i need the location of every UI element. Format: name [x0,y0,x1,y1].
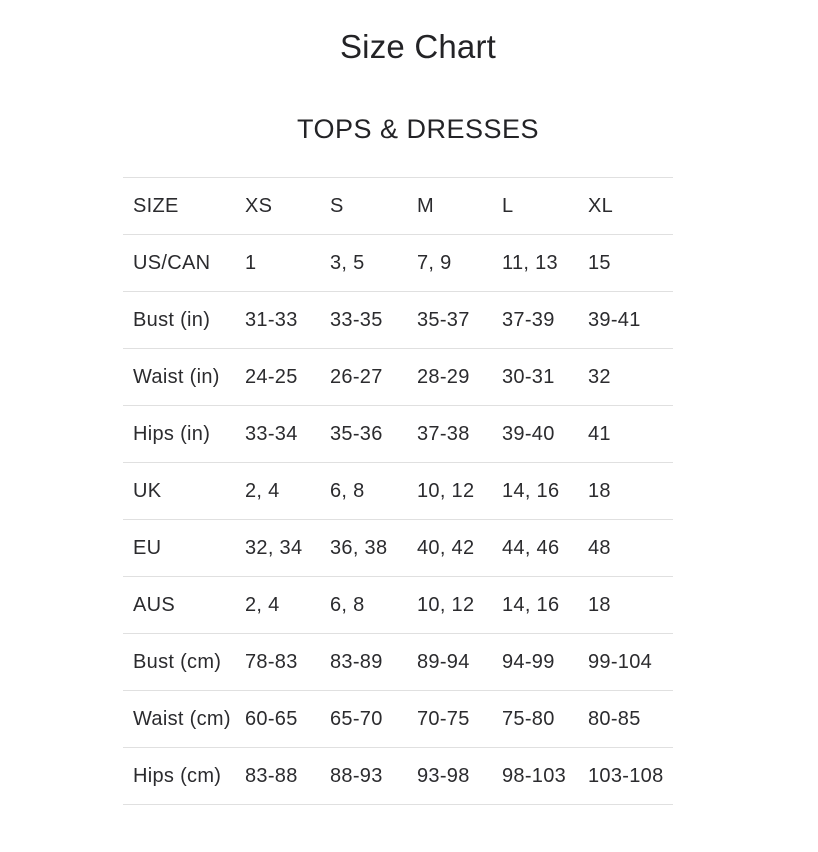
size-value-cell: 6, 8 [330,479,365,502]
table-row: Waist (cm) 60-65 65-70 70-75 75-80 80-85 [123,691,673,748]
size-value-cell: 6, 8 [330,593,365,616]
size-value-cell: 89-94 [417,650,470,673]
size-value-cell: 88-93 [330,764,383,787]
size-value-cell: 1 [245,251,257,274]
size-value-cell: 36, 38 [330,536,388,559]
size-value-cell: 18 [588,593,611,616]
size-chart-page: Size Chart TOPS & DRESSES SIZE XS S M L … [123,26,713,805]
size-value-cell: 39-40 [502,422,555,445]
size-value-cell: 2, 4 [245,593,280,616]
row-label: EU [133,536,162,559]
size-value-cell: 18 [588,479,611,502]
table-row: Waist (in) 24-25 26-27 28-29 30-31 32 [123,349,673,406]
row-label: Hips (in) [133,422,211,445]
size-value-cell: 40, 42 [417,536,475,559]
row-label: AUS [133,593,176,616]
column-header-l: L [502,194,514,217]
size-chart-table: SIZE XS S M L XL US/CAN 1 3, 5 7, 9 11, 13 15… [123,177,673,805]
row-label: Waist (cm) [133,707,231,730]
page-title: Size Chart [339,28,497,65]
size-value-cell: 60-65 [245,707,298,730]
size-value-cell: 11, 13 [502,251,558,274]
row-label: Bust (cm) [133,650,222,673]
size-value-cell: 35-37 [417,308,470,331]
size-value-cell: 31-33 [245,308,298,331]
size-value-cell: 70-75 [417,707,470,730]
table-row: US/CAN 1 3, 5 7, 9 11, 13 15 [123,235,673,292]
size-value-cell: 83-89 [330,650,383,673]
row-label: Bust (in) [133,308,211,331]
size-value-cell: 93-98 [417,764,470,787]
size-value-cell: 44, 46 [502,536,560,559]
size-value-cell: 28-29 [417,365,470,388]
size-value-cell: 78-83 [245,650,298,673]
size-value-cell: 98-103 [502,764,567,787]
row-label: UK [133,479,162,502]
table-row: Bust (cm) 78-83 83-89 89-94 94-99 99-104 [123,634,673,691]
table-row: UK 2, 4 6, 8 10, 12 14, 16 18 [123,463,673,520]
size-value-cell: 14, 16 [502,479,560,502]
size-value-cell: 83-88 [245,764,298,787]
column-header-xs: XS [245,194,273,217]
size-value-cell: 26-27 [330,365,383,388]
size-value-cell: 33-34 [245,422,298,445]
size-value-cell: 32 [588,365,611,388]
row-label: Waist (in) [133,365,220,388]
size-value-cell: 33-35 [330,308,383,331]
size-value-cell: 24-25 [245,365,298,388]
column-header-m: M [417,194,434,217]
table-row: Hips (cm) 83-88 88-93 93-98 98-103 103-108 [123,748,673,805]
size-value-cell: 65-70 [330,707,383,730]
column-header-s: S [330,194,344,217]
section-title: TOPS & DRESSES [296,114,540,144]
table-row: Hips (in) 33-34 35-36 37-38 39-40 41 [123,406,673,463]
table-row: EU 32, 34 36, 38 40, 42 44, 46 48 [123,520,673,577]
size-value-cell: 48 [588,536,611,559]
size-value-cell: 3, 5 [330,251,365,274]
size-value-cell: 32, 34 [245,536,303,559]
size-value-cell: 30-31 [502,365,555,388]
size-value-cell: 41 [588,422,611,445]
size-value-cell: 15 [588,251,611,274]
row-label: Hips (cm) [133,764,222,787]
size-value-cell: 94-99 [502,650,555,673]
size-value-cell: 80-85 [588,707,641,730]
column-header-xl: XL [588,194,614,217]
size-value-cell: 37-38 [417,422,470,445]
size-value-cell: 35-36 [330,422,383,445]
size-value-cell: 99-104 [588,650,653,673]
size-value-cell: 75-80 [502,707,555,730]
size-value-cell: 103-108 [588,764,664,787]
row-label: US/CAN [133,251,211,274]
size-value-cell: 10, 12 [417,479,475,502]
size-value-cell: 2, 4 [245,479,280,502]
column-header-size: SIZE [133,194,179,217]
size-value-cell: 37-39 [502,308,555,331]
size-value-cell: 39-41 [588,308,641,331]
size-value-cell: 14, 16 [502,593,560,616]
table-body: US/CAN 1 3, 5 7, 9 11, 13 15 Bust (in) 31-33 33-… [123,235,673,805]
size-value-cell: 7, 9 [417,251,452,274]
table-row: Bust (in) 31-33 33-35 35-37 37-39 39-41 [123,292,673,349]
size-value-cell: 10, 12 [417,593,475,616]
table-row: AUS 2, 4 6, 8 10, 12 14, 16 18 [123,577,673,634]
header-row: SIZE XS S M L XL [123,178,673,235]
